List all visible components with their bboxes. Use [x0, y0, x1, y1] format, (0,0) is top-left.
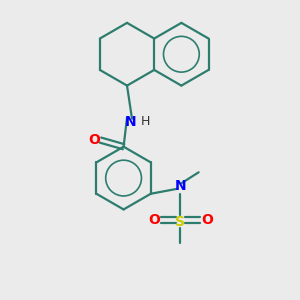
Text: S: S: [176, 215, 185, 229]
Text: N: N: [175, 179, 186, 193]
Text: O: O: [201, 213, 213, 227]
Text: H: H: [140, 116, 150, 128]
Text: O: O: [88, 133, 100, 147]
Text: O: O: [148, 213, 160, 227]
Text: N: N: [124, 115, 136, 129]
